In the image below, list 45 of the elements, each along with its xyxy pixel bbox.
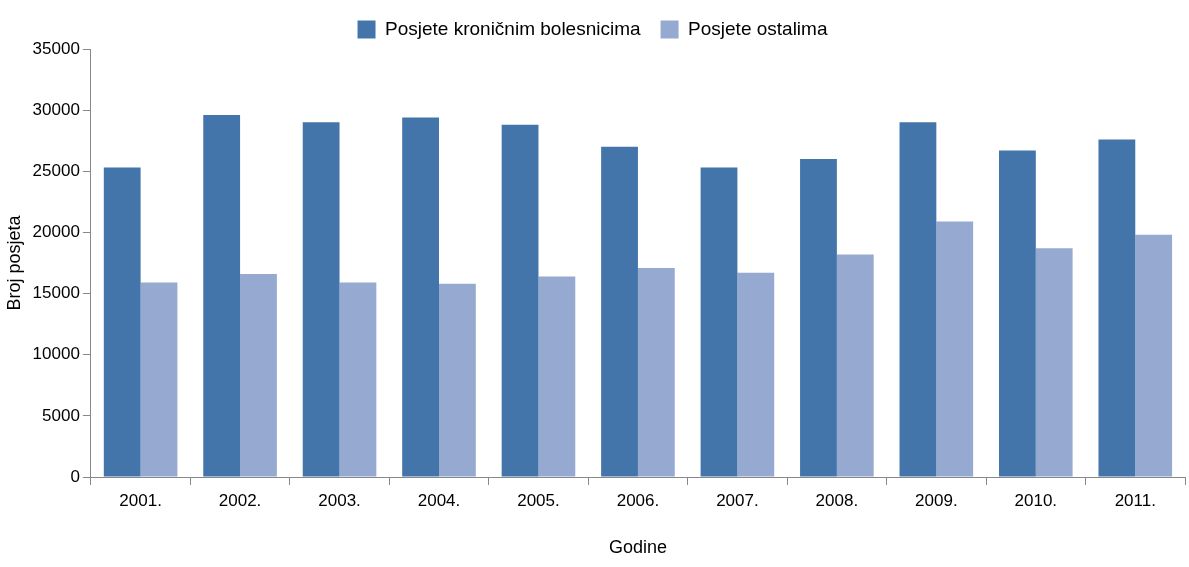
bar: [936, 221, 974, 477]
bar: [800, 159, 837, 477]
y-tick-label: 35000: [32, 38, 80, 58]
legend-label: Posjete kroničnim bolesnicima: [385, 17, 642, 39]
bar: [140, 282, 178, 477]
y-tick-label: 25000: [32, 160, 80, 180]
x-tick-label: 2003.: [318, 490, 361, 510]
bar: [302, 122, 340, 477]
bar: [103, 167, 141, 477]
bar: [203, 115, 241, 477]
legend-label: Posjete ostalima: [688, 17, 828, 39]
x-tick-label: 2007.: [716, 490, 759, 510]
y-tick-label: 10000: [32, 344, 80, 364]
y-tick-label: 15000: [32, 283, 80, 303]
x-tick-label: 2004.: [417, 490, 461, 510]
bar: [999, 150, 1036, 477]
bar: [836, 254, 874, 477]
x-tick-label: 2005.: [517, 490, 560, 510]
x-tick-label: 2009.: [915, 490, 958, 510]
y-tick-label: 0: [70, 466, 80, 486]
bar: [1098, 139, 1136, 477]
bar: [737, 272, 775, 477]
bar: [439, 283, 476, 477]
bar: [538, 276, 576, 477]
bar: [899, 122, 937, 477]
bar: [240, 274, 277, 477]
y-tick-label: 30000: [32, 99, 80, 119]
x-axis-title: Godine: [608, 537, 667, 558]
y-axis-title: Broj posjeta: [3, 214, 24, 311]
bar: [700, 167, 738, 477]
bar: [339, 282, 377, 477]
bar: [601, 146, 638, 477]
y-tick-label: 5000: [42, 405, 80, 425]
bar: [402, 117, 439, 477]
x-tick-label: 2006.: [616, 490, 660, 510]
y-tick-label: 20000: [32, 222, 80, 242]
bar: [501, 124, 539, 477]
x-tick-label: 2002.: [218, 490, 262, 510]
bar: [637, 267, 675, 477]
bar: [1135, 234, 1173, 477]
x-tick-label: 2010.: [1014, 490, 1058, 510]
bar: [1035, 248, 1073, 477]
x-tick-label: 2001.: [119, 490, 162, 510]
x-tick-label: 2011.: [1114, 490, 1156, 510]
x-tick-label: 2008.: [815, 490, 859, 510]
